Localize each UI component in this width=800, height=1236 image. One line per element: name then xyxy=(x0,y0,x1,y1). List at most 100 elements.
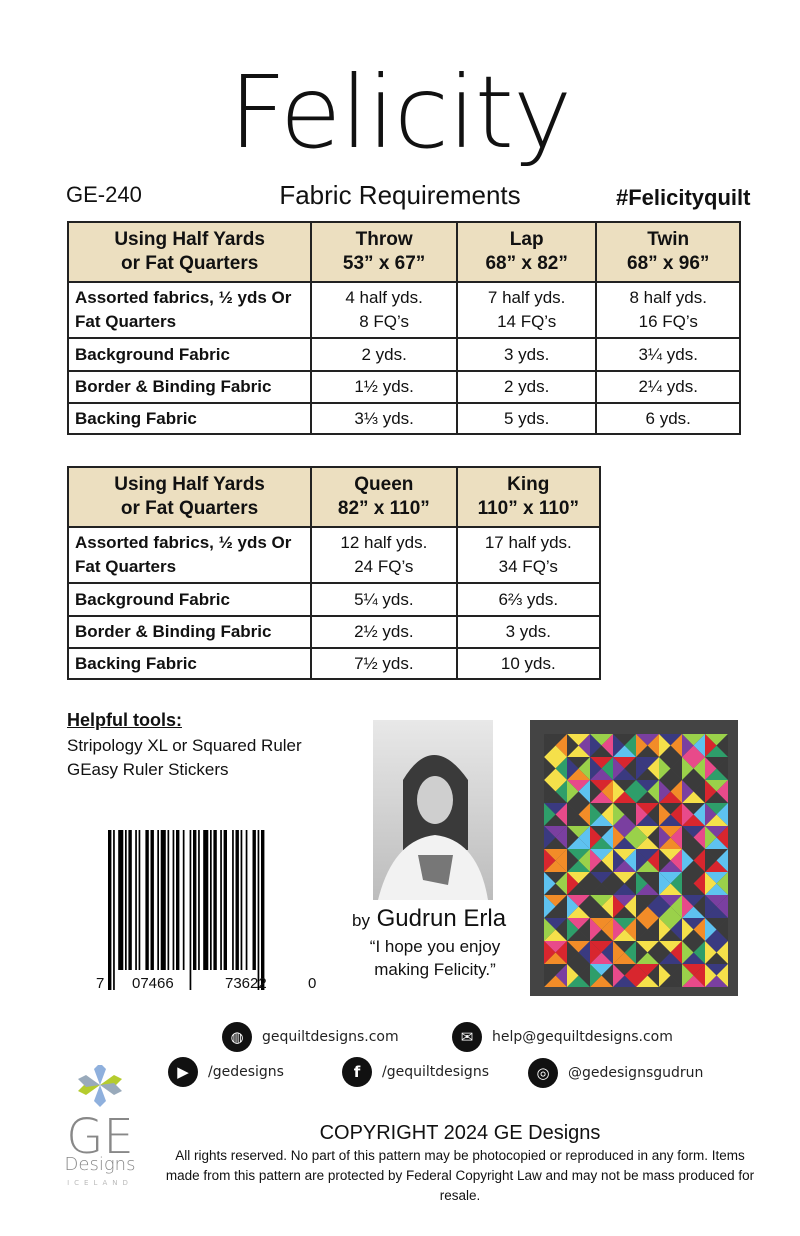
cell-value: 6⅔ yds. xyxy=(455,582,602,617)
quilt-patch xyxy=(682,849,705,861)
quilt-patch xyxy=(544,734,567,746)
quilt-patch xyxy=(647,895,659,918)
quilt-patch xyxy=(647,964,659,987)
quilt-patch xyxy=(567,941,579,964)
website-link[interactable]: ◍ gequiltdesigns.com xyxy=(222,1022,399,1052)
quilt-patch xyxy=(636,849,648,872)
quilt-patch xyxy=(705,883,728,895)
quilt-patch xyxy=(636,780,659,792)
instagram-link[interactable]: ◎ @gedesignsgudrun xyxy=(528,1058,703,1088)
quilt-patch xyxy=(659,929,682,941)
section-title: Fabric Requirements xyxy=(279,180,521,210)
quilt-patch xyxy=(659,757,671,780)
quilt-patch xyxy=(636,734,648,757)
email-link[interactable]: ✉ help@gequiltdesigns.com xyxy=(452,1022,673,1052)
quilt-patch xyxy=(544,872,556,895)
quilt-patch xyxy=(705,895,728,907)
barcode-bar xyxy=(240,830,243,970)
quilt-patch xyxy=(682,895,705,907)
quilt-patch xyxy=(636,941,659,953)
cell-value: 3 yds. xyxy=(455,337,598,372)
cell-value: 3¼ yds. xyxy=(595,337,741,372)
quilt-patch xyxy=(716,895,728,918)
quilt-patch xyxy=(613,768,636,780)
facebook-link[interactable]: f/gequiltdesigns xyxy=(342,1057,489,1087)
quilt-patch xyxy=(555,964,567,987)
copyright: COPYRIGHT 2024 GE Designs xyxy=(319,1122,601,1144)
quilt-patch xyxy=(705,837,728,849)
quilt-patch xyxy=(682,734,705,746)
quilt-patch xyxy=(659,895,682,907)
quilt-patch xyxy=(693,872,705,895)
quilt-patch xyxy=(590,768,613,780)
quilt-patch xyxy=(659,826,671,849)
quilt-patch xyxy=(647,918,659,941)
quilt-patch xyxy=(659,803,682,815)
pattern-title: Felicity xyxy=(228,54,572,171)
quilt-patch xyxy=(544,849,556,872)
barcode-bar xyxy=(108,830,112,990)
quilt-patch xyxy=(659,757,682,769)
quilt-patch xyxy=(659,906,682,918)
quilt-patch xyxy=(590,872,602,895)
quilt-patch xyxy=(659,734,682,746)
quilt-patch xyxy=(636,929,659,941)
quilt-patch xyxy=(544,918,567,930)
quilt-patch xyxy=(659,849,671,872)
quilt-patch xyxy=(544,872,567,884)
fabric-table-queen-king: Using Half Yards or Fat Quarters Queen 82… xyxy=(66,466,602,680)
svg-text:GE: GE xyxy=(66,1109,134,1165)
quilt-patch xyxy=(705,734,728,746)
cell-value: 3⅓ yds. xyxy=(310,402,458,435)
cell-value: 12 half yds. 24 FQ’s xyxy=(310,526,458,584)
row-label: Border & Binding Fabric xyxy=(66,615,313,649)
quilt-patch xyxy=(578,803,590,826)
barcode-bar xyxy=(261,830,265,990)
quilt-patch xyxy=(705,826,717,849)
quilt-patch xyxy=(716,734,728,757)
row-label: Backing Fabric xyxy=(66,402,313,435)
barcode xyxy=(108,830,265,990)
barcode-bar xyxy=(125,830,127,970)
quilt-patch xyxy=(567,872,579,895)
quilt-patch xyxy=(716,872,728,895)
quilt-patch xyxy=(636,780,648,803)
table-row: Backing Fabric 3⅓ yds. 5 yds. 6 yds. xyxy=(66,402,741,435)
quilt-patch xyxy=(705,872,728,884)
barcode-bar xyxy=(210,830,212,970)
quilt-patch xyxy=(544,895,567,907)
quilt-patch xyxy=(544,757,556,780)
quilt-patch xyxy=(613,975,636,987)
quilt-patch xyxy=(705,780,717,803)
quilt-patch xyxy=(705,906,728,918)
quilt-patch xyxy=(544,918,556,941)
quilt-patch xyxy=(613,860,636,872)
quilt-patch xyxy=(578,895,590,918)
quilt-patch xyxy=(613,918,636,930)
quilt-patch xyxy=(567,826,579,849)
quilt-patch xyxy=(590,826,602,849)
quilt-patch xyxy=(670,964,682,987)
quilt-patch xyxy=(659,734,671,757)
quilt-patch xyxy=(613,803,636,815)
youtube-link[interactable]: ▶/gedesigns xyxy=(168,1057,284,1087)
quilt-patch xyxy=(578,872,590,895)
quilt-patch xyxy=(636,768,659,780)
quilt-patch xyxy=(659,860,682,872)
quilt-patch xyxy=(659,780,671,803)
author-name: Gudrun Erla xyxy=(376,905,507,932)
quilt-patch xyxy=(670,780,682,803)
quilt-patch xyxy=(555,918,567,941)
quilt-patch xyxy=(590,964,613,976)
quilt-patch xyxy=(705,803,728,815)
instagram-icon: ◎ xyxy=(528,1058,558,1088)
quilt-patch xyxy=(590,745,613,757)
quilt-patch xyxy=(659,964,671,987)
pattern-code: GE-240 xyxy=(66,182,142,207)
barcode-bar xyxy=(213,830,217,970)
quilt-patch xyxy=(590,780,602,803)
quilt-patch xyxy=(567,918,579,941)
quilt-patch xyxy=(705,941,728,953)
quilt-patch xyxy=(636,883,659,895)
quilt-patch xyxy=(636,860,659,872)
